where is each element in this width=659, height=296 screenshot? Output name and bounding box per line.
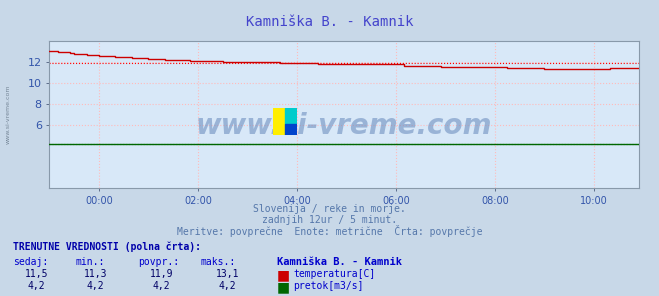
Text: temperatura[C]: temperatura[C] bbox=[293, 269, 376, 279]
Text: 13,1: 13,1 bbox=[215, 269, 239, 279]
Text: ■: ■ bbox=[277, 268, 290, 282]
Bar bbox=[273, 108, 285, 135]
Text: 4,2: 4,2 bbox=[28, 281, 45, 292]
Text: TRENUTNE VREDNOSTI (polna črta):: TRENUTNE VREDNOSTI (polna črta): bbox=[13, 242, 201, 252]
Text: Slovenija / reke in morje.: Slovenija / reke in morje. bbox=[253, 204, 406, 214]
Text: 4,2: 4,2 bbox=[153, 281, 170, 292]
Text: 11,5: 11,5 bbox=[24, 269, 48, 279]
Text: Kamniška B. - Kamnik: Kamniška B. - Kamnik bbox=[246, 15, 413, 29]
Bar bbox=[285, 108, 297, 124]
Text: povpr.:: povpr.: bbox=[138, 257, 179, 267]
Text: Meritve: povprečne  Enote: metrične  Črta: povprečje: Meritve: povprečne Enote: metrične Črta:… bbox=[177, 225, 482, 237]
Text: sedaj:: sedaj: bbox=[13, 257, 48, 267]
Text: www.si-vreme.com: www.si-vreme.com bbox=[6, 85, 11, 144]
Text: 4,2: 4,2 bbox=[87, 281, 104, 292]
Text: pretok[m3/s]: pretok[m3/s] bbox=[293, 281, 364, 292]
Text: ■: ■ bbox=[277, 280, 290, 294]
Text: www.si-vreme.com: www.si-vreme.com bbox=[196, 112, 492, 140]
Text: maks.:: maks.: bbox=[201, 257, 236, 267]
Text: 4,2: 4,2 bbox=[219, 281, 236, 292]
Text: Kamniška B. - Kamnik: Kamniška B. - Kamnik bbox=[277, 257, 402, 267]
Bar bbox=[285, 124, 297, 135]
Text: min.:: min.: bbox=[76, 257, 105, 267]
Text: zadnjih 12ur / 5 minut.: zadnjih 12ur / 5 minut. bbox=[262, 215, 397, 226]
Text: 11,9: 11,9 bbox=[150, 269, 173, 279]
Text: 11,3: 11,3 bbox=[84, 269, 107, 279]
